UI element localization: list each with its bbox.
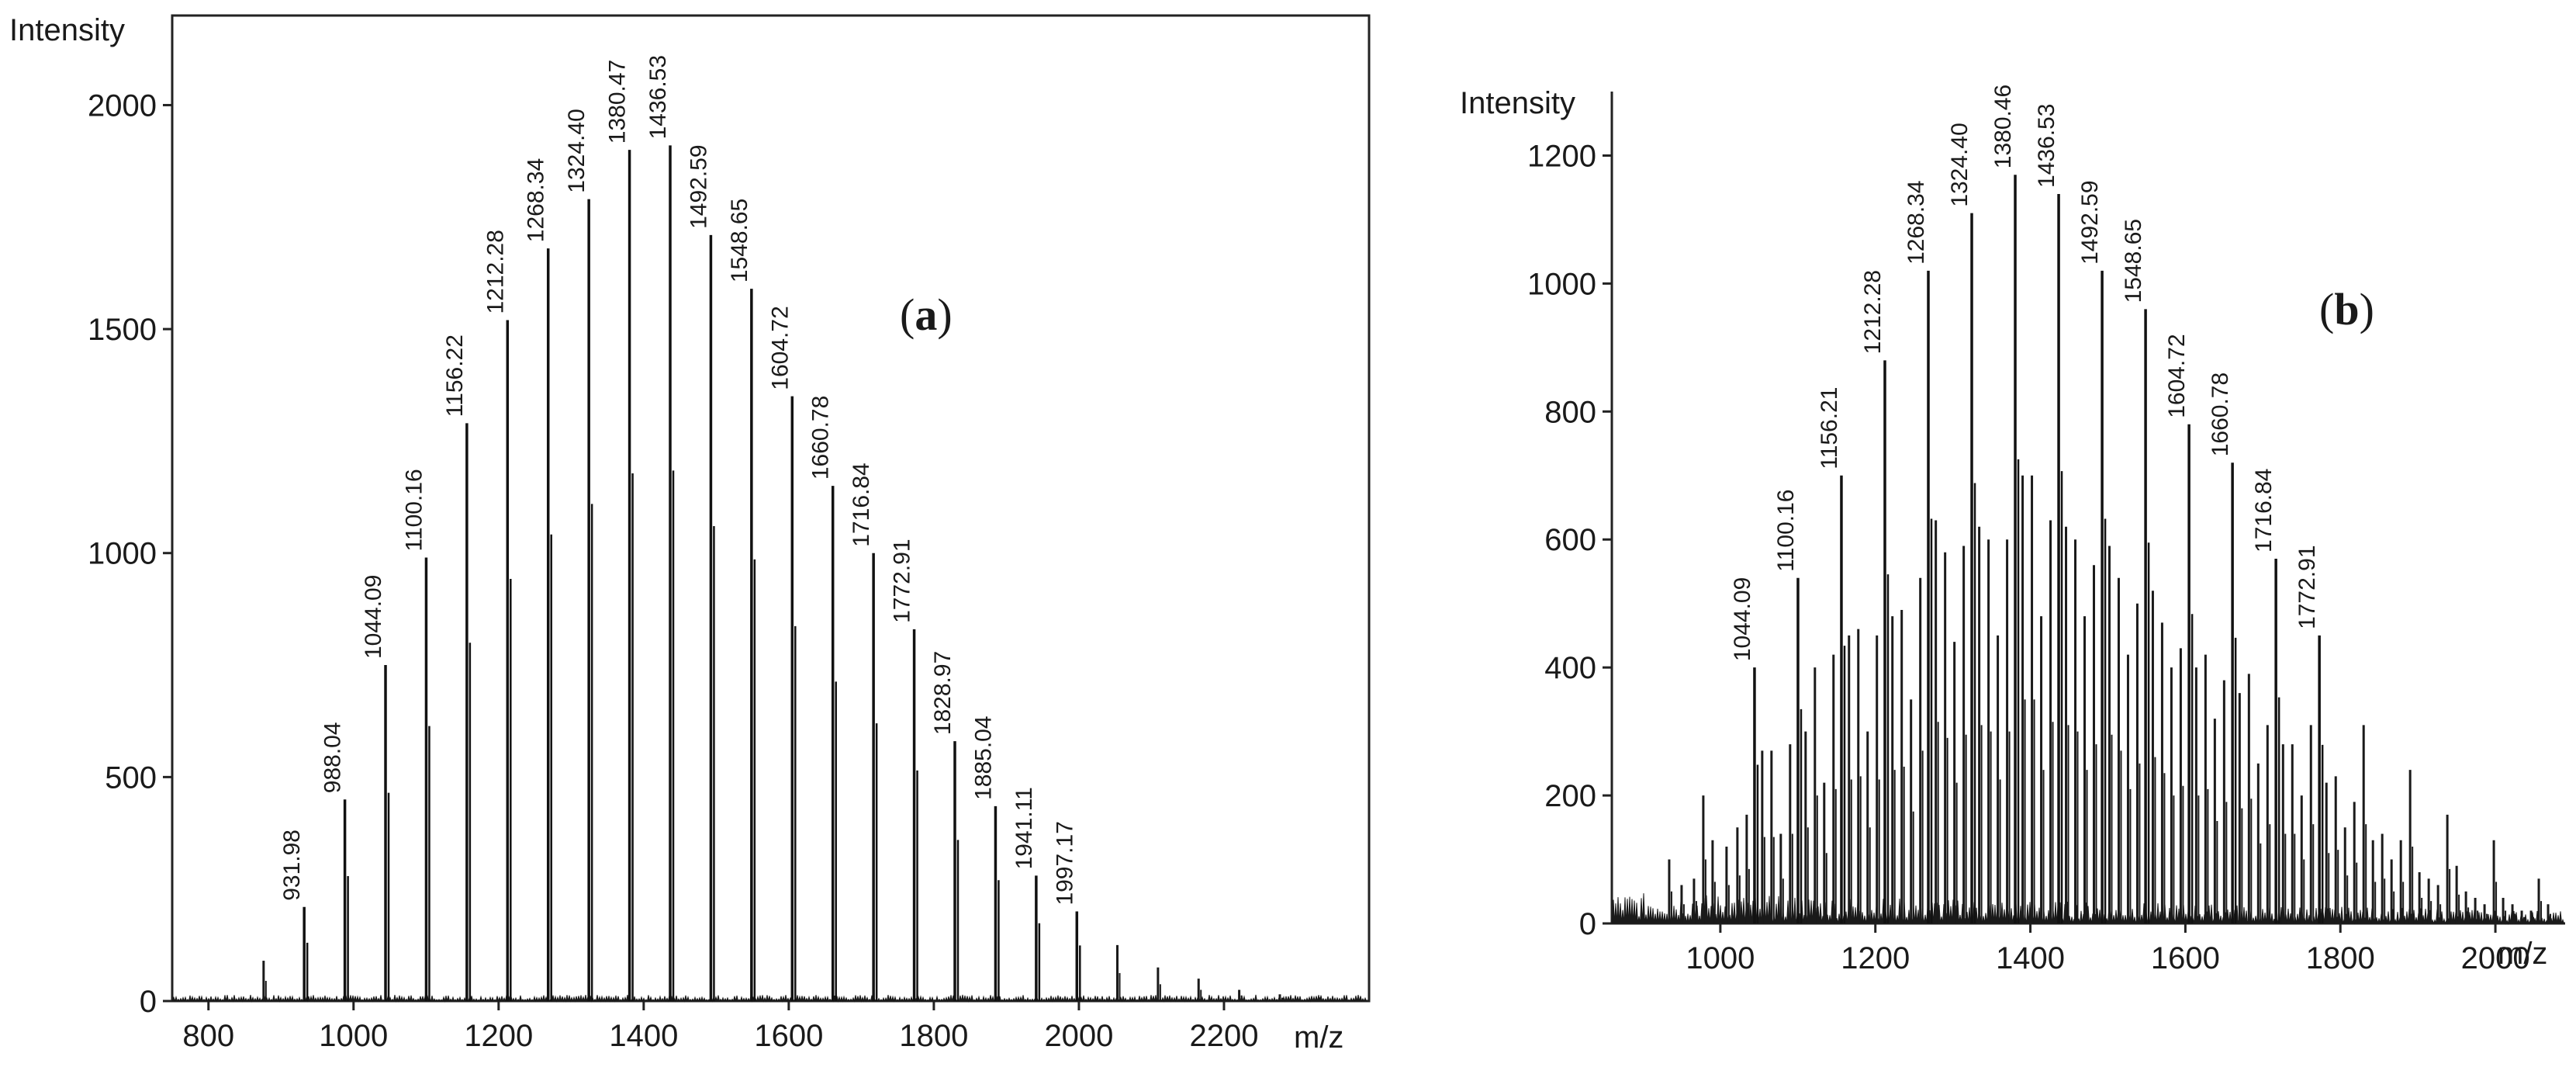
peak-label: 1772.91 — [890, 539, 915, 622]
peak-label: 1044.09 — [361, 575, 386, 659]
x-axis-title-a: m/z — [1294, 1020, 1343, 1055]
y-tick-label: 2000 — [88, 88, 157, 123]
y-tick-label: 1500 — [88, 313, 157, 347]
minor-peaks-b — [1668, 475, 2552, 923]
peak-label: 1548.65 — [2121, 219, 2146, 303]
peak-label: 1324.40 — [564, 109, 590, 192]
x-tick-label: 1200 — [464, 1019, 533, 1053]
peak-label: 1660.78 — [808, 396, 834, 480]
labeled-peaks-b: 1044.09 1100.16 1156.21 1212.28 1268.34 1324.… — [1730, 85, 2324, 923]
x-tick-label: 800 — [182, 1019, 234, 1053]
peak-label: 1100.16 — [1773, 489, 1799, 571]
peak-label: 1324.40 — [1947, 123, 1973, 206]
peak-label: 1885.04 — [970, 715, 996, 799]
x-tick-label: 2200 — [1189, 1019, 1258, 1053]
peak-label: 1268.34 — [524, 158, 549, 242]
peak-label: 1772.91 — [2294, 545, 2320, 629]
peak-label: 1044.09 — [1730, 577, 1755, 661]
peak-label: 988.04 — [320, 722, 346, 793]
peak-label: 1604.72 — [2164, 334, 2190, 417]
y-axis-title-b: Intensity — [1460, 86, 1575, 120]
x-tick-label: 1400 — [609, 1019, 678, 1053]
x-tick-label: 2000 — [1044, 1019, 1113, 1053]
y-tick-label: 500 — [105, 760, 157, 795]
y-tick-label: 800 — [1544, 395, 1596, 429]
y-tick-label: 0 — [1579, 907, 1596, 941]
peak-label: 1436.53 — [645, 55, 671, 139]
y-tick-label: 1200 — [1527, 139, 1596, 173]
x-ticks-a: 800 1000 1200 1400 1600 1800 2000 2200 — [182, 1001, 1258, 1053]
y-tick-label: 1000 — [1527, 267, 1596, 301]
panel-label-a: (a) — [900, 289, 953, 340]
y-ticks-a: 0 500 1000 1500 2000 — [88, 88, 172, 1019]
x-axis-title-b: m/z — [2498, 937, 2547, 971]
x-tick-label: 1400 — [1996, 941, 2065, 975]
peak-label: 1828.97 — [930, 651, 956, 735]
peak-label: 1492.59 — [2077, 180, 2103, 264]
plot-frame-a — [171, 14, 1371, 1003]
y-tick-label: 600 — [1544, 523, 1596, 557]
peak-label: 1212.28 — [482, 230, 508, 314]
y-tick-label: 200 — [1544, 779, 1596, 813]
peak-label: 1548.65 — [727, 199, 752, 282]
peak-label: 1716.84 — [849, 462, 874, 546]
y-tick-label: 400 — [1544, 651, 1596, 685]
baseline-noise-a — [171, 994, 1368, 1003]
peak-label: 1380.46 — [1990, 85, 2016, 168]
y-tick-label: 0 — [140, 985, 157, 1019]
peak-label: 931.98 — [279, 830, 305, 901]
peak-label: 1716.84 — [2251, 469, 2277, 553]
x-tick-label: 1600 — [754, 1019, 823, 1053]
peak-label: 1380.47 — [605, 60, 631, 144]
y-axis-title-a: Intensity — [9, 13, 125, 47]
peak-label: 1604.72 — [767, 306, 793, 390]
x-ticks-b: 1000 1200 1400 1600 1800 2000 — [1686, 923, 2530, 975]
peak-label: 1997.17 — [1052, 821, 1077, 905]
x-tick-label: 2000 — [2461, 941, 2530, 975]
peak-label: 1660.78 — [2208, 372, 2233, 456]
chart-panel-a: Intensity m/z 0 500 1000 1500 2000 800 1000 12… — [9, 13, 1371, 1055]
labeled-peaks-a: 931.98 988.04 1044.09 1100.16 1156.22 1212.28… — [279, 55, 1081, 1001]
peak-label: 1492.59 — [686, 144, 711, 228]
chart-panel-b: Intensity m/z 0 200 400 600 800 1000 1200 1000… — [1460, 85, 2565, 975]
x-tick-label: 1200 — [1841, 941, 1910, 975]
y-tick-label: 1000 — [88, 537, 157, 571]
x-tick-label: 1000 — [319, 1019, 388, 1053]
peak-label: 1436.53 — [2034, 103, 2059, 187]
peak-label: 1100.16 — [401, 469, 427, 551]
minor-peaks-a — [262, 944, 1324, 1001]
noise-trace — [171, 994, 1368, 1003]
y-ticks-b: 0 200 400 600 800 1000 1200 — [1527, 139, 1612, 941]
peak-label: 1268.34 — [1903, 180, 1929, 264]
peak-label: 1156.21 — [1817, 387, 1842, 469]
peak-label: 1941.11 — [1011, 787, 1037, 869]
x-tick-label: 1000 — [1686, 941, 1755, 975]
x-tick-label: 1800 — [899, 1019, 968, 1053]
peak-label: 1212.28 — [1860, 270, 1886, 354]
x-tick-label: 1800 — [2306, 941, 2375, 975]
x-tick-label: 1600 — [2151, 941, 2220, 975]
panel-label-b: (b) — [2319, 284, 2374, 334]
peak-label: 1156.22 — [442, 334, 468, 417]
